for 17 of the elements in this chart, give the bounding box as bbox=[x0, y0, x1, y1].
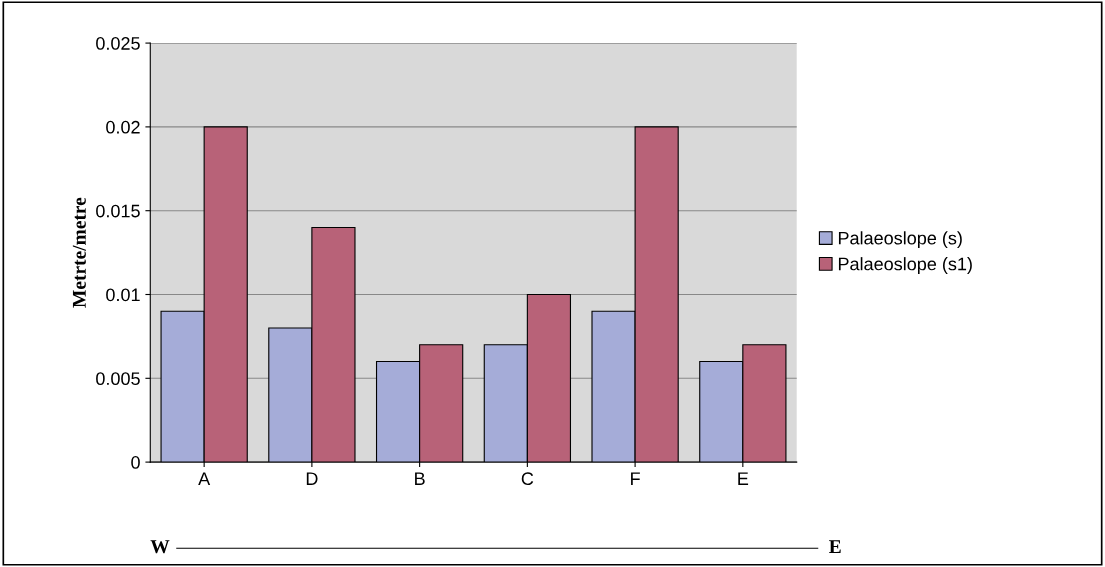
y-tick-label: 0.01 bbox=[106, 288, 140, 302]
y-axis-title: Metrte/metre bbox=[72, 197, 86, 308]
text: W bbox=[150, 540, 170, 554]
y-tick-label: 0 bbox=[131, 456, 140, 469]
y-tick-label: 0.02 bbox=[106, 120, 140, 134]
y-tick-label: 0.025 bbox=[96, 37, 140, 50]
x-tick-label: D bbox=[306, 472, 318, 485]
text: E bbox=[829, 540, 841, 553]
x-tick-label: A bbox=[198, 472, 211, 485]
x-tick-label: E bbox=[738, 472, 749, 485]
y-tick-label: 0.005 bbox=[96, 372, 140, 386]
x-tick-label: F bbox=[631, 472, 640, 485]
legend-label: Palaeoslope (s1) bbox=[838, 257, 972, 274]
x-tick-label: B bbox=[415, 472, 425, 485]
y-tick-label: 0.015 bbox=[96, 204, 140, 218]
legend-label: Palaeoslope (s) bbox=[838, 231, 962, 249]
x-tick-label: C bbox=[521, 472, 534, 486]
